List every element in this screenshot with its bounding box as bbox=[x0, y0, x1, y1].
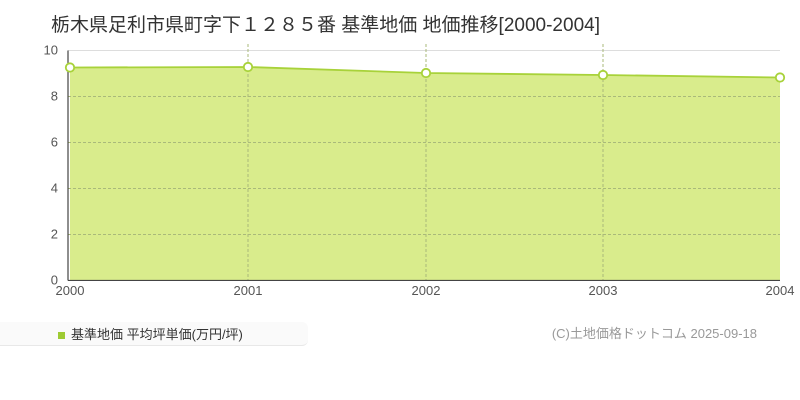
svg-text:2: 2 bbox=[51, 226, 58, 241]
svg-text:10: 10 bbox=[44, 43, 58, 58]
svg-text:8: 8 bbox=[51, 89, 58, 104]
svg-text:2004: 2004 bbox=[766, 283, 795, 298]
svg-text:2003: 2003 bbox=[589, 283, 618, 298]
svg-text:4: 4 bbox=[51, 180, 58, 195]
svg-text:6: 6 bbox=[51, 134, 58, 149]
svg-text:2000: 2000 bbox=[56, 283, 85, 298]
svg-text:2001: 2001 bbox=[234, 283, 263, 298]
svg-text:2002: 2002 bbox=[412, 283, 441, 298]
